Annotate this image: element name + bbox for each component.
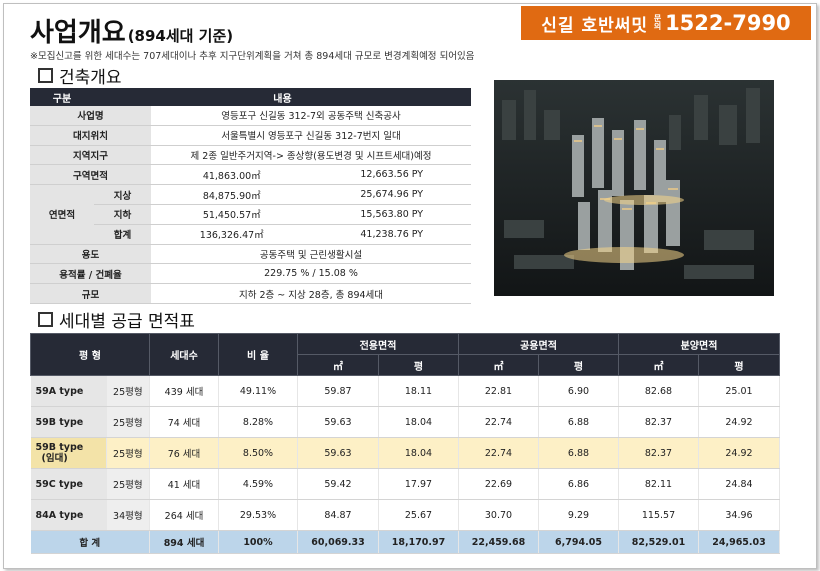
section-title-overview: 건축개요 [38, 63, 122, 88]
aerial-rendering-image [494, 80, 774, 296]
col-header-label: 구분 [30, 88, 94, 106]
table-row: 84A type 34평형 264 세대 29.53% 84.87 25.67 … [30, 499, 780, 531]
table-row: 59A type 25평형 439 세대 49.11% 59.87 18.11 … [30, 375, 780, 407]
col-header-sale: 분양면적 [618, 333, 780, 355]
title-main: 사업개요 [30, 18, 126, 48]
table-row: 사업명 영등포구 신길동 312-7외 공동주택 신축공사 [30, 106, 471, 126]
table-row: 59B type 25평형 74 세대 8.28% 59.63 18.04 22… [30, 406, 780, 438]
table-header-row: 구분 내용 [30, 88, 471, 106]
col-header-common: 공용면적 [458, 333, 619, 355]
page-title: 사업개요 (894세대 기준) [30, 12, 233, 49]
title-sub: (894세대 기준) [127, 27, 234, 45]
table-subheader-row: ㎡ 평 ㎡ 평 ㎡ 평 [31, 354, 780, 376]
square-bullet-icon [38, 68, 53, 83]
square-bullet-icon [38, 312, 53, 327]
table-row: 구역면적 41,863.00㎡ 12,663.56 PY [30, 164, 471, 186]
table-row: 지역지구 제 2종 일반주거지역-> 종상향(용도변경 및 시프트세대)예정 [30, 145, 471, 166]
table-header-row: 평 형 세대수 비 율 전용면적 공용면적 분양면적 [30, 333, 780, 376]
table-row: 용도 공동주택 및 근린생활시설 [30, 244, 471, 265]
table-row: 규모 지하 2층 ~ 지상 28층, 총 894세대 [30, 283, 471, 304]
table-row: 59C type 25평형 41 세대 4.59% 59.42 17.97 22… [30, 468, 780, 500]
badge-name: 신길 호반써밋 [541, 15, 649, 36]
table-row: 지하 51,450.57㎡ 15,563.80 PY [30, 204, 471, 225]
col-header-exclusive: 전용면적 [297, 333, 459, 355]
col-header-units: 세대수 [149, 333, 219, 376]
table-total-row: 합 계 894 세대 100% 60,069.33 18,170.97 22,4… [30, 530, 780, 554]
overview-table: 구분 내용 사업명 영등포구 신길동 312-7외 공동주택 신축공사 대지위치… [30, 88, 471, 304]
table-row-highlighted: 59B type (임대) 25평형 76 세대 8.50% 59.63 18.0… [30, 437, 780, 469]
table-row: 연면적 지상 84,875.90㎡ 25,674.96 PY [30, 184, 471, 245]
table-row: 대지위치 서울특별시 영등포구 신길동 312-7번지 일대 [30, 125, 471, 146]
supply-area-table: 평 형 세대수 비 율 전용면적 공용면적 분양면적 ㎡ 평 ㎡ 평 ㎡ 평 5… [30, 333, 780, 554]
table-row: 합계 136,326.47㎡ 41,238.76 PY [30, 224, 471, 245]
col-header-ratio: 비 율 [218, 333, 298, 376]
col-header-value: 내용 [94, 88, 471, 106]
section-title-supply: 세대별 공급 면적표 [38, 307, 195, 332]
table-row: 용적률 / 건폐율 229.75 % / 15.08 % [30, 263, 471, 285]
badge-phone: 1522-7990 [665, 11, 791, 35]
city-night-illustration [494, 80, 774, 296]
col-header-type: 평 형 [30, 333, 150, 376]
notice-text: ※모집신고를 위한 세대수는 707세대이나 추후 지구단위계획을 거쳐 총 8… [30, 51, 475, 62]
